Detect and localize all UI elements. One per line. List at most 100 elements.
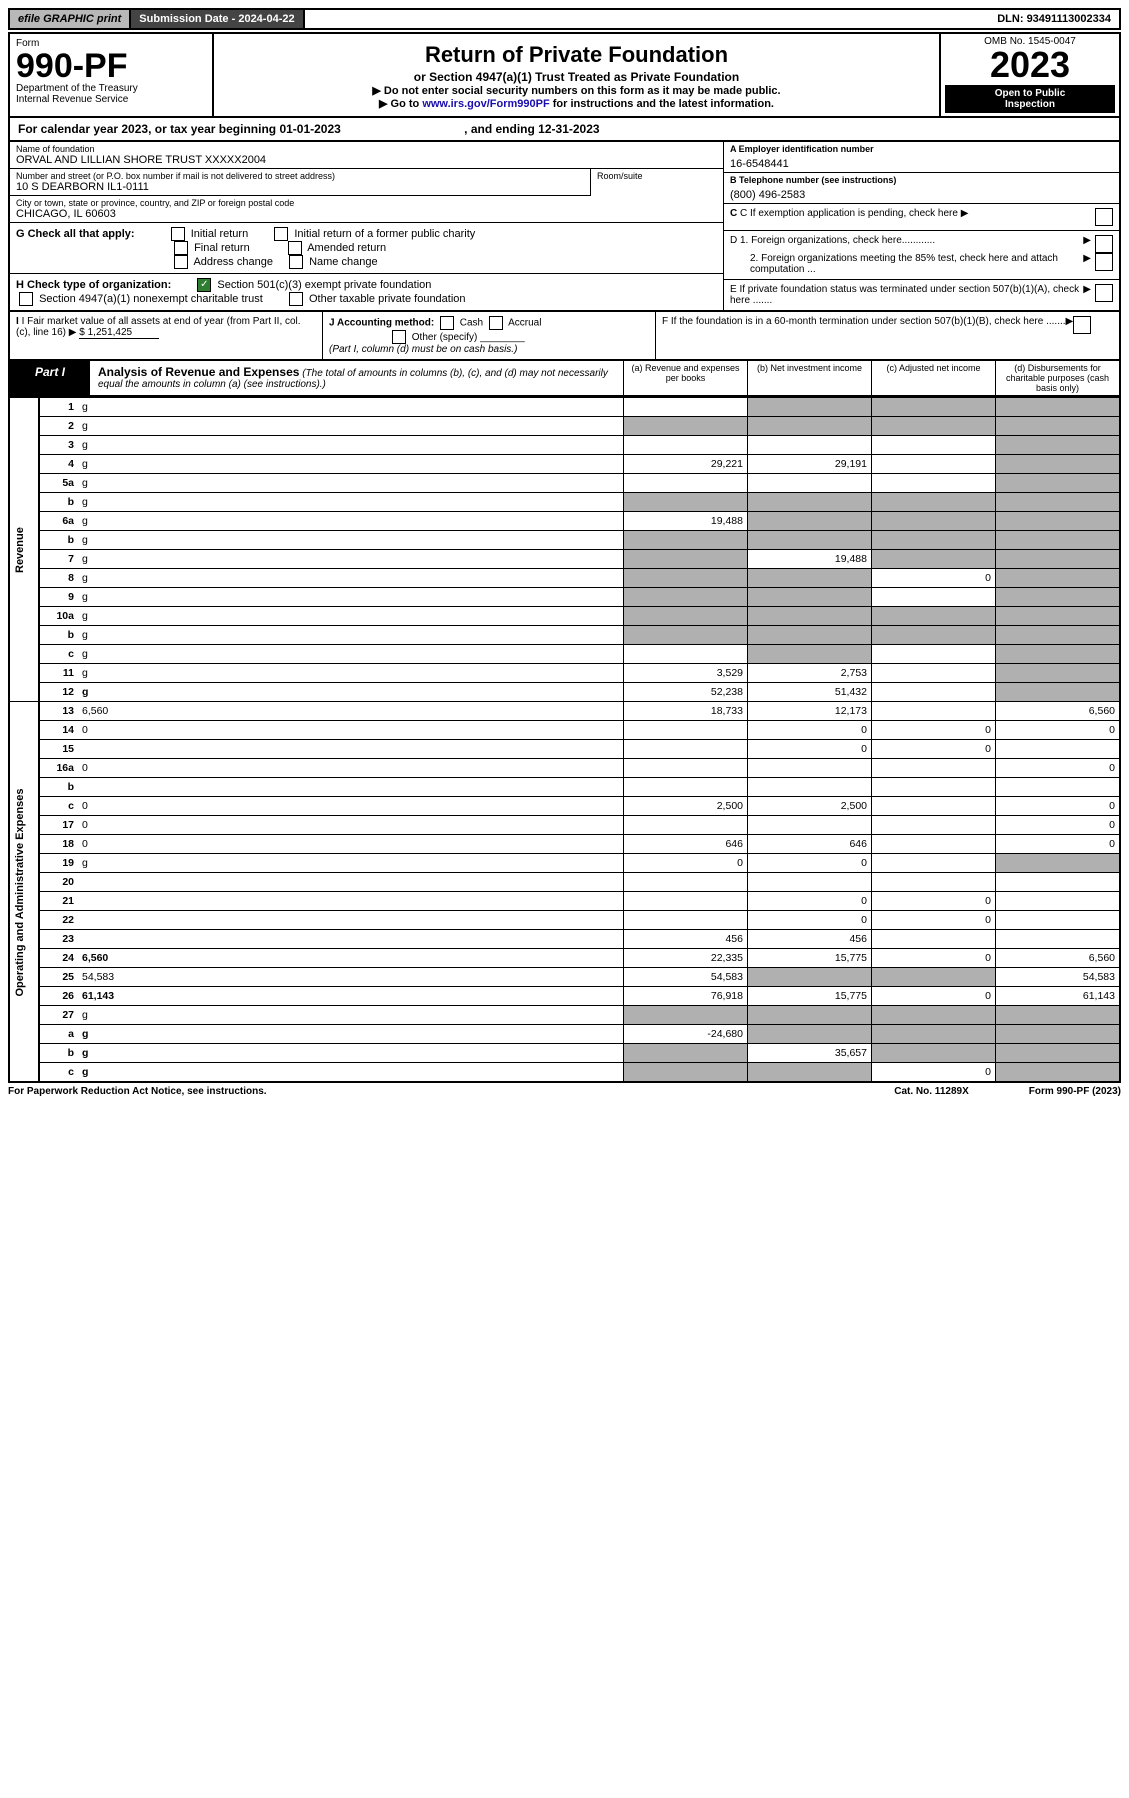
line-number: 23 bbox=[39, 930, 78, 949]
cell-a bbox=[624, 911, 748, 930]
cash-checkbox[interactable] bbox=[440, 316, 454, 330]
table-row: 1806466460 bbox=[9, 835, 1120, 854]
line-description: 61,143 bbox=[78, 987, 624, 1006]
cell-a bbox=[624, 531, 748, 550]
cell-d bbox=[996, 588, 1121, 607]
line-description: g bbox=[78, 550, 624, 569]
cell-b bbox=[748, 626, 872, 645]
final-return-checkbox[interactable] bbox=[174, 241, 188, 255]
cell-a bbox=[624, 607, 748, 626]
other-taxable-checkbox[interactable] bbox=[289, 292, 303, 306]
name-change-checkbox[interactable] bbox=[289, 255, 303, 269]
cell-c: 0 bbox=[872, 721, 996, 740]
cell-c bbox=[872, 531, 996, 550]
d1-checkbox[interactable] bbox=[1095, 235, 1113, 253]
line-description: g bbox=[78, 1044, 624, 1063]
cell-b bbox=[748, 607, 872, 626]
cell-c bbox=[872, 607, 996, 626]
cell-b: 29,191 bbox=[748, 455, 872, 474]
cell-d: 0 bbox=[996, 816, 1121, 835]
col-b-header: (b) Net investment income bbox=[747, 361, 871, 395]
line-number: 21 bbox=[39, 892, 78, 911]
cell-b: 15,775 bbox=[748, 949, 872, 968]
line-description bbox=[78, 873, 624, 892]
cell-d: 54,583 bbox=[996, 968, 1121, 987]
line-description: g bbox=[78, 645, 624, 664]
cell-d bbox=[996, 455, 1121, 474]
table-row: 23456456 bbox=[9, 930, 1120, 949]
cell-a bbox=[624, 474, 748, 493]
line-description: 0 bbox=[78, 816, 624, 835]
submission-date: Submission Date - 2024-04-22 bbox=[131, 10, 304, 28]
table-row: 5ag bbox=[9, 474, 1120, 493]
cell-b: 0 bbox=[748, 854, 872, 873]
cell-d: 61,143 bbox=[996, 987, 1121, 1006]
cell-c bbox=[872, 797, 996, 816]
cell-c bbox=[872, 702, 996, 721]
cell-d bbox=[996, 436, 1121, 455]
cell-c bbox=[872, 873, 996, 892]
cell-b bbox=[748, 873, 872, 892]
cell-c bbox=[872, 778, 996, 797]
part1-header: Part I Analysis of Revenue and Expenses … bbox=[8, 361, 1121, 397]
amended-return-checkbox[interactable] bbox=[288, 241, 302, 255]
line-description: g bbox=[78, 436, 624, 455]
header-left: Form 990-PF Department of the Treasury I… bbox=[10, 34, 214, 116]
cell-d bbox=[996, 645, 1121, 664]
accrual-checkbox[interactable] bbox=[489, 316, 503, 330]
cell-d bbox=[996, 607, 1121, 626]
initial-return-checkbox[interactable] bbox=[171, 227, 185, 241]
cell-c bbox=[872, 1044, 996, 1063]
4947-checkbox[interactable] bbox=[19, 292, 33, 306]
501c3-checkbox[interactable] bbox=[197, 278, 211, 292]
table-row: 11g3,5292,753 bbox=[9, 664, 1120, 683]
cell-b bbox=[748, 1025, 872, 1044]
cell-c: 0 bbox=[872, 892, 996, 911]
cell-c bbox=[872, 474, 996, 493]
cell-a: 2,500 bbox=[624, 797, 748, 816]
tax-year: 2023 bbox=[945, 47, 1115, 83]
line-description: g bbox=[78, 569, 624, 588]
cell-d bbox=[996, 911, 1121, 930]
table-row: b bbox=[9, 778, 1120, 797]
cell-a bbox=[624, 816, 748, 835]
table-row: 7g19,488 bbox=[9, 550, 1120, 569]
cell-a bbox=[624, 1044, 748, 1063]
cell-c bbox=[872, 588, 996, 607]
cell-a: 29,221 bbox=[624, 455, 748, 474]
address-change-checkbox[interactable] bbox=[174, 255, 188, 269]
phone-cell: B Telephone number (see instructions) (8… bbox=[724, 173, 1119, 204]
cell-d bbox=[996, 1063, 1121, 1083]
cell-d: 6,560 bbox=[996, 949, 1121, 968]
cell-d bbox=[996, 626, 1121, 645]
form-number: 990-PF bbox=[16, 49, 206, 83]
line-number: 22 bbox=[39, 911, 78, 930]
other-method-checkbox[interactable] bbox=[392, 330, 406, 344]
cell-b: 35,657 bbox=[748, 1044, 872, 1063]
cell-a bbox=[624, 588, 748, 607]
line-number: 14 bbox=[39, 721, 78, 740]
cell-a: 18,733 bbox=[624, 702, 748, 721]
e-checkbox[interactable] bbox=[1095, 284, 1113, 302]
initial-former-checkbox[interactable] bbox=[274, 227, 288, 241]
line-description: g bbox=[78, 626, 624, 645]
line-number: 11 bbox=[39, 664, 78, 683]
cell-d bbox=[996, 778, 1121, 797]
d2-checkbox[interactable] bbox=[1095, 253, 1113, 271]
f-checkbox[interactable] bbox=[1073, 316, 1091, 334]
cell-a: 456 bbox=[624, 930, 748, 949]
cell-c bbox=[872, 930, 996, 949]
irs-link[interactable]: www.irs.gov/Form990PF bbox=[422, 98, 549, 110]
cell-a bbox=[624, 1063, 748, 1083]
c-checkbox[interactable] bbox=[1095, 208, 1113, 226]
table-row: 246,56022,33515,77506,560 bbox=[9, 949, 1120, 968]
cell-c bbox=[872, 1006, 996, 1025]
part1-label: Part I bbox=[10, 361, 90, 395]
table-row: 1700 bbox=[9, 816, 1120, 835]
instr-1: ▶ Do not enter social security numbers o… bbox=[220, 84, 933, 97]
line-number: b bbox=[39, 531, 78, 550]
line-number: c bbox=[39, 797, 78, 816]
part1-title: Analysis of Revenue and Expenses (The to… bbox=[90, 361, 623, 395]
instr-2: ▶ Go to www.irs.gov/Form990PF for instru… bbox=[220, 97, 933, 110]
cell-d: 6,560 bbox=[996, 702, 1121, 721]
